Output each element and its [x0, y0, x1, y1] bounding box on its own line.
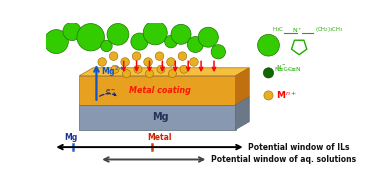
Ellipse shape: [145, 70, 154, 78]
Text: C≡N: C≡N: [288, 67, 302, 72]
Text: N≡C: N≡C: [274, 67, 288, 72]
Ellipse shape: [166, 58, 175, 66]
Ellipse shape: [77, 24, 104, 51]
Text: —: —: [285, 67, 291, 72]
Ellipse shape: [143, 21, 167, 45]
Text: e$^-$: e$^-$: [105, 87, 116, 96]
Ellipse shape: [198, 27, 218, 47]
Text: M$^{n+}$: M$^{n+}$: [276, 90, 296, 101]
Ellipse shape: [134, 65, 142, 73]
Text: Mg: Mg: [152, 112, 169, 122]
Ellipse shape: [132, 52, 141, 60]
Ellipse shape: [63, 22, 81, 40]
Text: Metal: Metal: [147, 132, 172, 142]
Ellipse shape: [165, 35, 177, 48]
Text: Mg: Mg: [64, 132, 77, 142]
Ellipse shape: [107, 23, 129, 45]
Ellipse shape: [187, 36, 204, 53]
Ellipse shape: [263, 68, 274, 78]
Polygon shape: [79, 105, 236, 130]
Text: (CH$_2$)$_3$CH$_3$: (CH$_2$)$_3$CH$_3$: [315, 25, 343, 34]
Polygon shape: [236, 68, 249, 105]
Text: Potential window of aq. solutions: Potential window of aq. solutions: [211, 155, 356, 164]
Text: Mg$^{2+}$: Mg$^{2+}$: [101, 65, 124, 79]
Ellipse shape: [157, 65, 165, 73]
Ellipse shape: [44, 30, 68, 53]
Text: Metal coating: Metal coating: [129, 86, 191, 95]
Ellipse shape: [190, 58, 198, 66]
Ellipse shape: [155, 52, 164, 60]
Ellipse shape: [111, 65, 119, 73]
Ellipse shape: [121, 58, 130, 66]
Ellipse shape: [180, 65, 188, 73]
Ellipse shape: [258, 34, 279, 56]
Ellipse shape: [178, 52, 187, 60]
Text: N$^+$: N$^+$: [292, 26, 303, 35]
Ellipse shape: [101, 40, 112, 52]
Ellipse shape: [122, 70, 131, 78]
Ellipse shape: [211, 45, 225, 59]
Text: Potential window of ILs: Potential window of ILs: [248, 143, 350, 152]
Ellipse shape: [144, 58, 152, 66]
Ellipse shape: [171, 24, 191, 44]
Polygon shape: [79, 76, 236, 105]
Polygon shape: [79, 68, 249, 76]
Ellipse shape: [110, 52, 118, 60]
Polygon shape: [236, 97, 249, 130]
Ellipse shape: [131, 33, 148, 50]
Text: N$^-$: N$^-$: [276, 63, 286, 70]
Ellipse shape: [98, 58, 107, 66]
Text: H$_3$C: H$_3$C: [272, 25, 284, 34]
Ellipse shape: [264, 91, 273, 100]
Ellipse shape: [168, 70, 176, 78]
